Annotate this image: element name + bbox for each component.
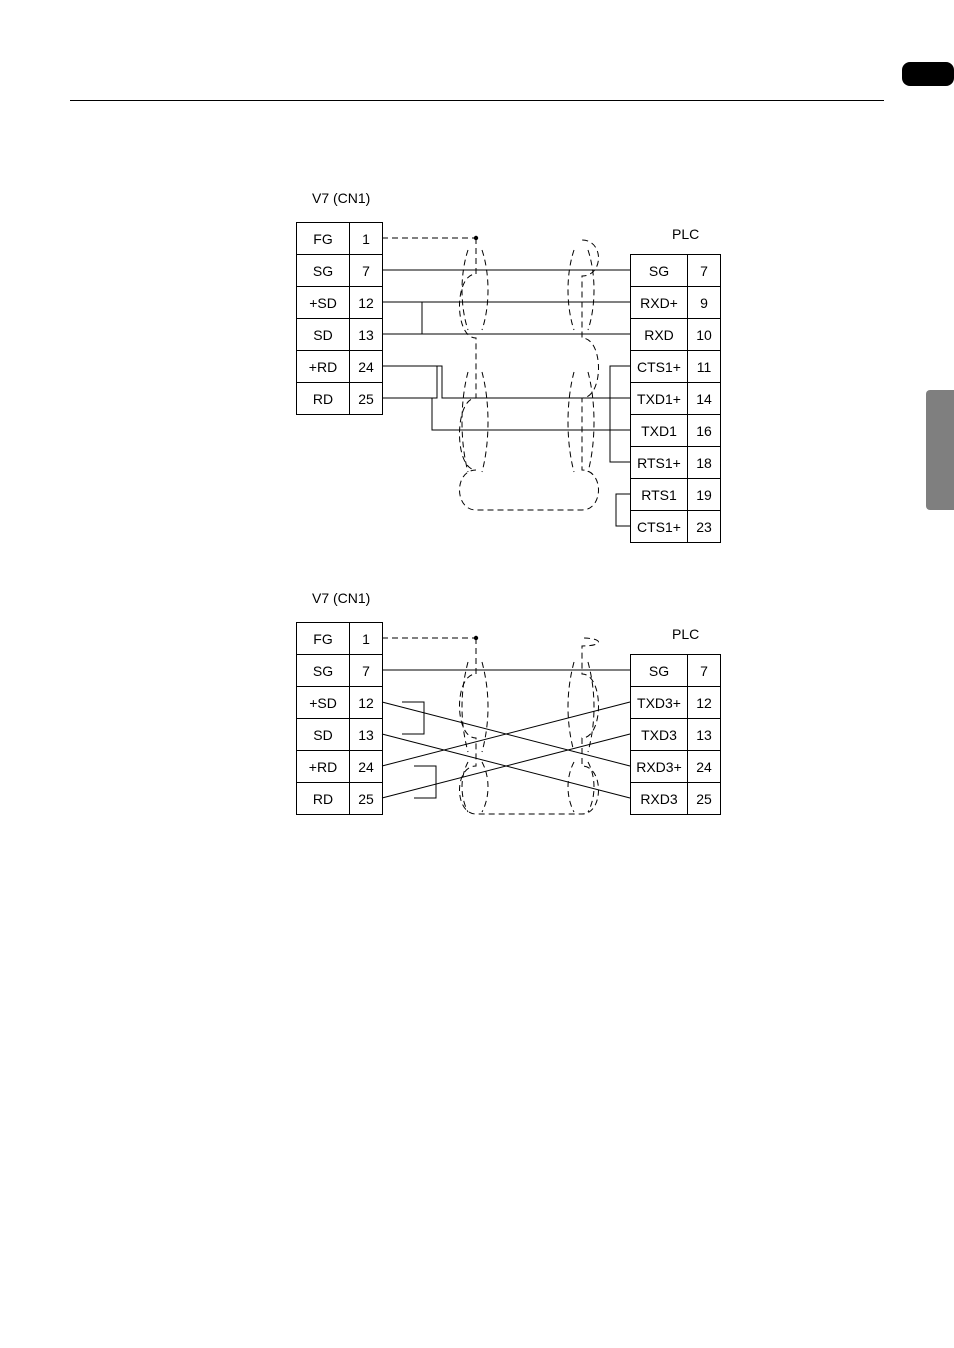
pin-number: 23 xyxy=(688,511,721,543)
header-rule xyxy=(70,100,884,101)
pin-number: 10 xyxy=(688,319,721,351)
pin-number: 7 xyxy=(688,655,721,687)
pin-number: 13 xyxy=(350,719,383,751)
pin-number: 14 xyxy=(688,383,721,415)
pin-number: 24 xyxy=(350,751,383,783)
table-row: FG1 xyxy=(297,223,383,255)
table-row: SG7 xyxy=(631,655,721,687)
pin-number: 25 xyxy=(350,383,383,415)
d1-right-caption: PLC xyxy=(672,226,699,242)
table-row: SG7 xyxy=(297,655,383,687)
d2-left-pin-table: FG1 SG7 +SD12 SD13 +RD24 RD25 xyxy=(296,622,383,815)
pin-number: 13 xyxy=(688,719,721,751)
table-row: +RD24 xyxy=(297,751,383,783)
pin-label: SG xyxy=(631,255,688,287)
wiring-diagram-2: V7 (CN1) PLC FG1 SG7 +SD12 SD13 +RD24 RD… xyxy=(0,590,954,850)
table-row: RTS119 xyxy=(631,479,721,511)
pin-label: RXD3 xyxy=(631,783,688,815)
pin-number: 16 xyxy=(688,415,721,447)
pin-number: 1 xyxy=(350,223,383,255)
pin-label: SD xyxy=(297,319,350,351)
d1-left-caption: V7 (CN1) xyxy=(312,190,370,206)
pin-label: FG xyxy=(297,623,350,655)
d1-wires xyxy=(382,222,630,552)
pin-number: 13 xyxy=(350,319,383,351)
pin-label: SG xyxy=(297,255,350,287)
pin-number: 11 xyxy=(688,351,721,383)
table-row: CTS1+11 xyxy=(631,351,721,383)
corner-tab xyxy=(902,62,954,86)
pin-label: CTS1+ xyxy=(631,511,688,543)
table-row: RTS1+18 xyxy=(631,447,721,479)
pin-number: 12 xyxy=(688,687,721,719)
d2-left-caption: V7 (CN1) xyxy=(312,590,370,606)
table-row: SD13 xyxy=(297,719,383,751)
pin-label: FG xyxy=(297,223,350,255)
pin-label: TXD1+ xyxy=(631,383,688,415)
table-row: TXD313 xyxy=(631,719,721,751)
pin-number: 12 xyxy=(350,287,383,319)
pin-label: RXD xyxy=(631,319,688,351)
pin-number: 19 xyxy=(688,479,721,511)
pin-number: 25 xyxy=(350,783,383,815)
table-row: RXD325 xyxy=(631,783,721,815)
table-row: CTS1+23 xyxy=(631,511,721,543)
table-row: RXD+9 xyxy=(631,287,721,319)
pin-label: RTS1 xyxy=(631,479,688,511)
d1-left-pin-table: FG1 SG7 +SD12 SD13 +RD24 RD25 xyxy=(296,222,383,415)
table-row: TXD1+14 xyxy=(631,383,721,415)
table-row: +RD24 xyxy=(297,351,383,383)
pin-number: 7 xyxy=(350,655,383,687)
table-row: RXD10 xyxy=(631,319,721,351)
pin-number: 24 xyxy=(350,351,383,383)
pin-label: +RD xyxy=(297,351,350,383)
table-row: TXD3+12 xyxy=(631,687,721,719)
table-row: +SD12 xyxy=(297,287,383,319)
pin-label: RD xyxy=(297,783,350,815)
wiring-diagram-1: V7 (CN1) PLC FG1 SG7 +SD12 SD13 +RD24 RD… xyxy=(0,190,954,550)
pin-number: 7 xyxy=(350,255,383,287)
pin-label: RTS1+ xyxy=(631,447,688,479)
table-row: SG7 xyxy=(297,255,383,287)
pin-label: SG xyxy=(297,655,350,687)
pin-label: +SD xyxy=(297,287,350,319)
table-row: SG7 xyxy=(631,255,721,287)
table-row: RXD3+24 xyxy=(631,751,721,783)
pin-label: RXD3+ xyxy=(631,751,688,783)
pin-number: 12 xyxy=(350,687,383,719)
d2-wires xyxy=(382,622,630,842)
table-row: TXD116 xyxy=(631,415,721,447)
pin-label: RD xyxy=(297,383,350,415)
pin-number: 25 xyxy=(688,783,721,815)
table-row: RD25 xyxy=(297,783,383,815)
pin-label: TXD3 xyxy=(631,719,688,751)
table-row: RD25 xyxy=(297,383,383,415)
pin-label: SD xyxy=(297,719,350,751)
d1-right-pin-table: SG7 RXD+9 RXD10 CTS1+11 TXD1+14 TXD116 R… xyxy=(630,254,721,543)
pin-number: 1 xyxy=(350,623,383,655)
pin-label: TXD3+ xyxy=(631,687,688,719)
pin-number: 24 xyxy=(688,751,721,783)
pin-label: CTS1+ xyxy=(631,351,688,383)
pin-label: +RD xyxy=(297,751,350,783)
table-row: SD13 xyxy=(297,319,383,351)
pin-label: SG xyxy=(631,655,688,687)
d2-right-caption: PLC xyxy=(672,626,699,642)
pin-number: 7 xyxy=(688,255,721,287)
pin-label: +SD xyxy=(297,687,350,719)
pin-label: RXD+ xyxy=(631,287,688,319)
pin-number: 9 xyxy=(688,287,721,319)
d2-right-pin-table: SG7 TXD3+12 TXD313 RXD3+24 RXD325 xyxy=(630,654,721,815)
table-row: +SD12 xyxy=(297,687,383,719)
pin-number: 18 xyxy=(688,447,721,479)
table-row: FG1 xyxy=(297,623,383,655)
pin-label: TXD1 xyxy=(631,415,688,447)
